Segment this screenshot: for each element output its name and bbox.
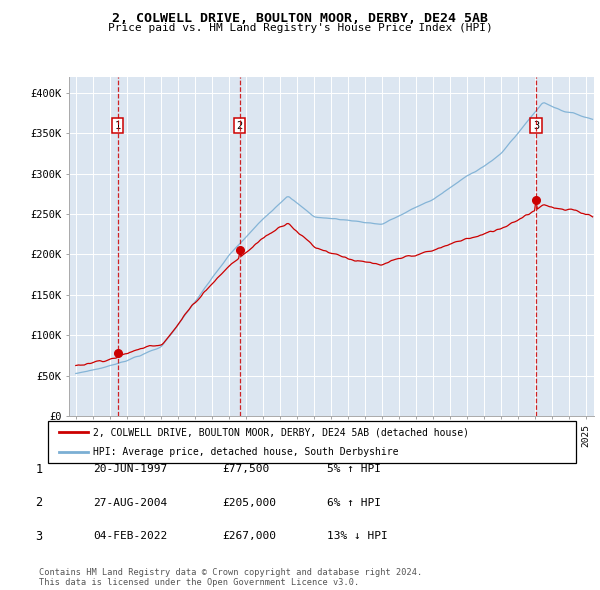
Text: 1: 1	[115, 121, 121, 131]
Text: Price paid vs. HM Land Registry's House Price Index (HPI): Price paid vs. HM Land Registry's House …	[107, 23, 493, 33]
Text: 3: 3	[35, 530, 43, 543]
Text: 1: 1	[35, 463, 43, 476]
Text: 3: 3	[533, 121, 539, 131]
Text: Contains HM Land Registry data © Crown copyright and database right 2024.
This d: Contains HM Land Registry data © Crown c…	[39, 568, 422, 587]
Text: 2, COLWELL DRIVE, BOULTON MOOR, DERBY, DE24 5AB (detached house): 2, COLWELL DRIVE, BOULTON MOOR, DERBY, D…	[93, 427, 469, 437]
FancyBboxPatch shape	[48, 421, 576, 463]
Text: 2, COLWELL DRIVE, BOULTON MOOR, DERBY, DE24 5AB: 2, COLWELL DRIVE, BOULTON MOOR, DERBY, D…	[112, 12, 488, 25]
Text: £267,000: £267,000	[222, 532, 276, 541]
Text: 6% ↑ HPI: 6% ↑ HPI	[327, 498, 381, 507]
Text: 04-FEB-2022: 04-FEB-2022	[93, 532, 167, 541]
Text: 20-JUN-1997: 20-JUN-1997	[93, 464, 167, 474]
Text: 2: 2	[236, 121, 243, 131]
Text: £205,000: £205,000	[222, 498, 276, 507]
Text: £77,500: £77,500	[222, 464, 269, 474]
Text: 5% ↑ HPI: 5% ↑ HPI	[327, 464, 381, 474]
Text: 2: 2	[35, 496, 43, 509]
Text: 13% ↓ HPI: 13% ↓ HPI	[327, 532, 388, 541]
Text: HPI: Average price, detached house, South Derbyshire: HPI: Average price, detached house, Sout…	[93, 447, 398, 457]
Text: 27-AUG-2004: 27-AUG-2004	[93, 498, 167, 507]
